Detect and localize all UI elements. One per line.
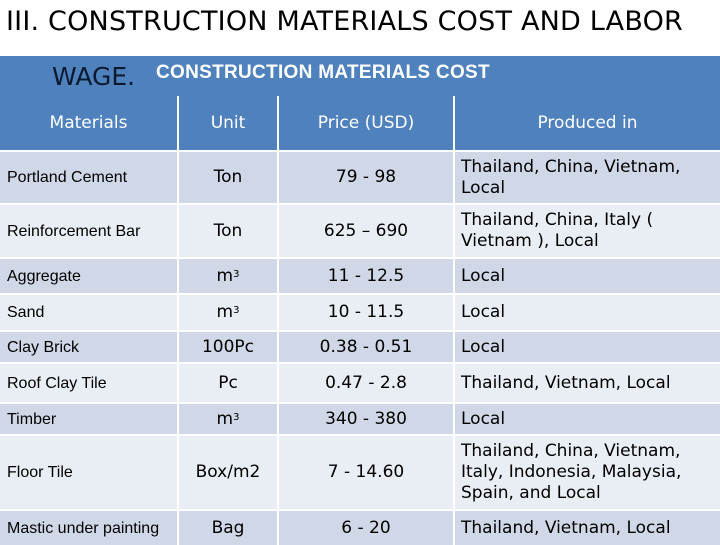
cell-unit: m3 <box>178 257 279 294</box>
table-subtitle: CONSTRUCTION MATERIALS COST <box>156 62 490 83</box>
materials-cost-table: Materials Unit Price (USD) Produced in P… <box>0 96 720 545</box>
cell-price: 0.38 - 0.51 <box>278 330 455 363</box>
cell-unit: Pc <box>178 362 279 403</box>
cell-produced-in: Thailand, Vietnam, Local <box>454 362 720 403</box>
table-row: Clay Brick 100Pc 0.38 - 0.51 Local <box>0 330 720 363</box>
header-produced-in: Produced in <box>454 96 720 151</box>
unit-text: Bag <box>211 517 245 538</box>
table-header-row: Materials Unit Price (USD) Produced in <box>0 96 720 151</box>
unit-text: m <box>216 302 234 322</box>
cell-price: 340 - 380 <box>278 402 455 435</box>
cell-price: 10 - 11.5 <box>278 293 455 331</box>
cell-unit: 100Pc <box>178 330 279 363</box>
cell-unit: m3 <box>178 402 279 435</box>
cell-produced-in: Thailand, China, Italy ( Vietnam ), Loca… <box>454 203 720 258</box>
cell-material: Portland Cement <box>0 150 179 204</box>
cell-material: Reinforcement Bar <box>0 203 179 258</box>
unit-text: m <box>216 408 234 429</box>
unit-text: Pc <box>218 372 238 393</box>
cell-produced-in: Local <box>454 293 720 331</box>
cell-produced-in: Local <box>454 330 720 363</box>
cell-material: Floor Tile <box>0 434 179 510</box>
table-row: Reinforcement Bar Ton 625 – 690 Thailand, C… <box>0 203 720 258</box>
header-unit: Unit <box>178 96 279 151</box>
cell-price: 0.47 - 2.8 <box>278 362 455 403</box>
cell-material: Mastic under painting <box>0 509 179 545</box>
page-title-continuation: WAGE. <box>52 62 136 91</box>
table-row: Timber m3 340 - 380 Local <box>0 402 720 435</box>
cell-price: 79 - 98 <box>278 150 455 204</box>
table-row: Aggregate m3 11 - 12.5 Local <box>0 257 720 294</box>
header-materials: Materials <box>0 96 179 151</box>
unit-superscript: 3 <box>233 411 240 423</box>
unit-text: Ton <box>213 220 243 241</box>
cell-produced-in: Local <box>454 257 720 294</box>
cell-material: Clay Brick <box>0 330 179 363</box>
unit-text: m <box>216 265 234 286</box>
cell-produced-in: Thailand, China, Vietnam, Local <box>454 150 720 204</box>
cell-material: Timber <box>0 402 179 435</box>
table-row: Floor Tile Box/m2 7 - 14.60 Thailand, China… <box>0 434 720 510</box>
table-row: Mastic under painting Bag 6 - 20 Thailand, … <box>0 509 720 545</box>
table-row: Sand m3 10 - 11.5 Local <box>0 293 720 331</box>
unit-superscript: 3 <box>233 268 240 280</box>
unit-text: 100Pc <box>201 336 255 357</box>
cell-material: Roof Clay Tile <box>0 362 179 403</box>
cell-price: 625 – 690 <box>278 203 455 258</box>
cell-material: Sand <box>0 293 179 331</box>
cell-unit: Bag <box>178 509 279 545</box>
cell-produced-in: Local <box>454 402 720 435</box>
cell-price: 6 - 20 <box>278 509 455 545</box>
unit-superscript: 3 <box>233 305 240 316</box>
subtitle-banner <box>0 56 720 96</box>
cell-unit: m3 <box>178 293 279 331</box>
cell-produced-in: Thailand, Vietnam, Local <box>454 509 720 545</box>
table-row: Roof Clay Tile Pc 0.47 - 2.8 Thailand, Viet… <box>0 362 720 403</box>
table-row: Portland Cement Ton 79 - 98 Thailand, China… <box>0 150 720 204</box>
page-title: III. CONSTRUCTION MATERIALS COST AND LAB… <box>6 6 683 37</box>
cell-unit: Ton <box>178 150 279 204</box>
header-price: Price (USD) <box>278 96 455 151</box>
cell-price: 7 - 14.60 <box>278 434 455 510</box>
cell-price: 11 - 12.5 <box>278 257 455 294</box>
unit-text: Ton <box>213 167 243 187</box>
cell-unit: Ton <box>178 203 279 258</box>
cell-material: Aggregate <box>0 257 179 294</box>
cell-produced-in: Thailand, China, Vietnam, Italy, Indones… <box>454 434 720 510</box>
cell-unit: Box/m2 <box>178 434 279 510</box>
unit-text: Box/m2 <box>195 462 261 482</box>
